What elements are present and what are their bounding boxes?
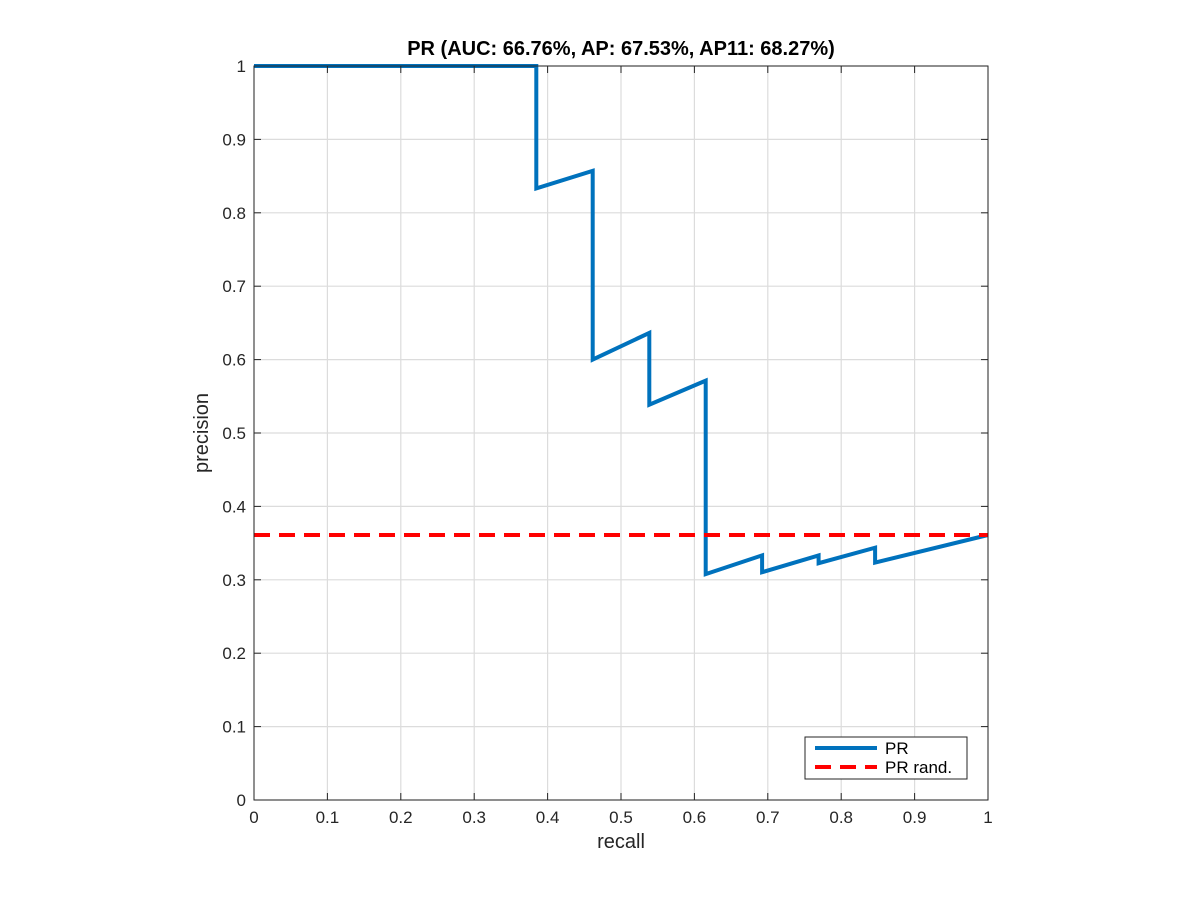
y-tick-label-6: 0.6 — [222, 351, 246, 370]
legend-label-0: PR — [885, 739, 909, 758]
x-tick-label-10: 1 — [983, 808, 992, 827]
x-tick-label-6: 0.6 — [683, 808, 707, 827]
x-tick-label-1: 0.1 — [316, 808, 340, 827]
y-tick-label-9: 0.9 — [222, 130, 246, 149]
x-axis-label: recall — [597, 831, 645, 853]
y-tick-label-2: 0.2 — [222, 644, 246, 663]
x-tick-label-0: 0 — [249, 808, 258, 827]
y-tick-label-7: 0.7 — [222, 277, 246, 296]
y-axis-label: precision — [191, 393, 213, 473]
plot-lines — [254, 64, 989, 577]
x-tick-label-5: 0.5 — [609, 808, 633, 827]
y-tick-label-5: 0.5 — [222, 424, 246, 443]
x-tick-label-8: 0.8 — [829, 808, 853, 827]
x-tick-label-3: 0.3 — [462, 808, 486, 827]
x-tick-label-2: 0.2 — [389, 808, 413, 827]
y-tick-label-0: 0 — [237, 791, 246, 810]
y-tick-label-8: 0.8 — [222, 204, 246, 223]
axis-ticks: 0 0.1 0.2 0.3 0.4 0.5 0.6 0.7 0.8 0.9 1 0 0.1 0.2 0.3 0… — [222, 57, 992, 827]
x-tick-label-9: 0.9 — [903, 808, 927, 827]
y-tick-label-1: 0.1 — [222, 718, 246, 737]
x-tick-label-4: 0.4 — [536, 808, 560, 827]
legend-label-1: PR rand. — [885, 758, 952, 777]
legend-box — [804, 736, 968, 780]
series-line-pr — [254, 64, 989, 577]
chart-title: PR (AUC: 66.76%, AP: 67.53%, AP11: 68.27… — [407, 38, 835, 60]
y-tick-label-3: 0.3 — [222, 571, 246, 590]
y-tick-label-4: 0.4 — [222, 497, 246, 516]
y-tick-label-10: 1 — [237, 57, 246, 76]
x-tick-label-7: 0.7 — [756, 808, 780, 827]
